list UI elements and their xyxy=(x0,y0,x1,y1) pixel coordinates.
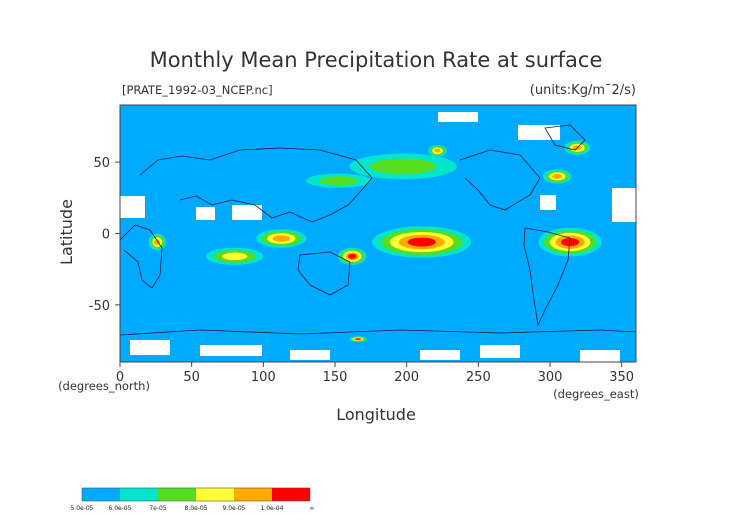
missing-data-patch xyxy=(290,350,330,360)
missing-data-patch xyxy=(130,340,170,355)
colorbar-label: 5.0e-05 xyxy=(70,505,93,512)
x-axis-label: Longitude xyxy=(336,405,416,424)
missing-data-patch xyxy=(232,205,262,220)
chart-title: Monthly Mean Precipitation Rate at surfa… xyxy=(150,48,603,72)
coastline xyxy=(297,251,351,296)
colorbar-label: 1.0e-04 xyxy=(260,505,283,512)
colorbar-swatch xyxy=(196,488,234,501)
y-axis-label: Latitude xyxy=(57,199,76,265)
x-tick-label: 50 xyxy=(183,370,200,385)
precip-region xyxy=(355,338,361,340)
precip-region xyxy=(434,148,441,153)
colorbar-label: 7e-05 xyxy=(149,505,166,512)
colorbar-swatch xyxy=(272,488,310,501)
precip-regions xyxy=(148,140,602,343)
y-unit-label: (degrees_north) xyxy=(58,379,150,393)
y-tick-label: 50 xyxy=(93,156,110,171)
precip-region xyxy=(370,158,437,175)
coastline xyxy=(139,147,373,223)
precip-region xyxy=(552,173,563,179)
x-tick-label: 100 xyxy=(251,370,276,385)
coastline xyxy=(459,149,541,211)
x-tick-label: 0 xyxy=(116,370,124,385)
plot-area xyxy=(119,104,637,363)
missing-data-patch xyxy=(120,196,145,218)
missing-data-patch xyxy=(200,345,262,356)
colorbar-swatch xyxy=(120,488,158,501)
missing-data-patch xyxy=(612,188,636,222)
precip-region xyxy=(407,237,436,247)
colorbar-label: 6.0e-05 xyxy=(108,505,131,512)
precip-region xyxy=(561,237,580,247)
precip-region xyxy=(272,235,290,242)
precip-region xyxy=(221,252,248,261)
colorbar: 5.0e-05 6.0e-05 7e-05 8.0e-05 9.0e-05 1.0e-04… xyxy=(70,487,315,512)
coastline xyxy=(119,329,637,336)
missing-data-patch xyxy=(438,112,478,122)
y-axis-ticks: -50 0 50 xyxy=(89,156,120,314)
missing-data-patch xyxy=(580,350,620,362)
x-tick-label: 350 xyxy=(609,370,634,385)
coastline xyxy=(523,227,571,327)
y-tick-label: -50 xyxy=(89,299,110,314)
y-tick-label: 0 xyxy=(102,228,110,243)
units-label: (units:Kg/m¯2/s) xyxy=(530,83,636,98)
dataset-label: [PRATE_1992-03_NCEP.nc] xyxy=(122,83,273,97)
precip-region xyxy=(318,176,359,186)
colorbar-frame xyxy=(81,487,311,502)
missing-data-patch xyxy=(540,195,556,210)
coastline xyxy=(544,124,586,151)
x-tick-label: 300 xyxy=(538,370,563,385)
missing-data-patch xyxy=(480,345,520,358)
precip-region xyxy=(348,253,357,259)
x-tick-label: 150 xyxy=(323,370,348,385)
coastlines xyxy=(119,124,637,336)
x-tick-label: 250 xyxy=(466,370,491,385)
missing-data-patch xyxy=(196,207,215,220)
colorbar-swatch xyxy=(234,488,272,501)
colorbar-swatch xyxy=(82,488,120,501)
colorbar-swatch xyxy=(158,488,196,501)
coastline xyxy=(119,224,163,289)
x-unit-label: (degrees_east) xyxy=(553,387,639,401)
x-tick-label: 200 xyxy=(394,370,419,385)
colorbar-label: 9.0e-05 xyxy=(222,505,245,512)
x-axis-ticks: 0 50 100 150 200 250 300 350 xyxy=(116,362,634,385)
colorbar-label: 8.0e-05 xyxy=(184,505,207,512)
colorbar-label: ∞ xyxy=(310,505,315,512)
missing-data-patch xyxy=(420,350,460,360)
